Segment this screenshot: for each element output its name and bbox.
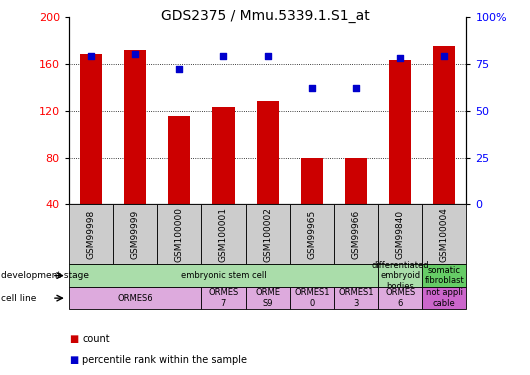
Text: GSM100001: GSM100001 (219, 207, 228, 262)
Bar (257, 101, 279, 204)
Bar (80, 54, 102, 204)
Bar (124, 50, 146, 204)
Text: ■: ■ (69, 355, 78, 365)
Text: ORMES
7: ORMES 7 (208, 288, 239, 308)
Point (175, 66, 183, 72)
Bar (389, 60, 411, 204)
Bar (334, 287, 378, 309)
Bar (245, 287, 290, 309)
Text: percentile rank within the sample: percentile rank within the sample (82, 355, 247, 365)
Bar (422, 204, 466, 264)
Bar (334, 204, 378, 264)
Bar (113, 204, 157, 264)
Point (131, 51, 139, 57)
Point (352, 85, 360, 91)
Bar (69, 264, 378, 287)
Text: ORMES1
0: ORMES1 0 (294, 288, 330, 308)
Text: GSM99840: GSM99840 (396, 210, 404, 259)
Text: GDS2375 / Mmu.5339.1.S1_at: GDS2375 / Mmu.5339.1.S1_at (161, 9, 369, 23)
Text: ORMES1
3: ORMES1 3 (338, 288, 374, 308)
Bar (69, 287, 201, 309)
Bar (69, 204, 113, 264)
Text: ORMES6: ORMES6 (117, 294, 153, 303)
Bar (422, 287, 466, 309)
Point (440, 53, 448, 59)
Bar (422, 264, 466, 287)
Point (396, 55, 404, 61)
Bar (168, 117, 190, 204)
Text: cell line: cell line (1, 294, 36, 303)
Text: GSM99966: GSM99966 (351, 210, 360, 259)
Bar (345, 158, 367, 204)
Text: ORME
S9: ORME S9 (255, 288, 280, 308)
Text: GSM100000: GSM100000 (175, 207, 184, 262)
Text: differentiated
embryoid
bodies: differentiated embryoid bodies (372, 261, 429, 291)
Point (307, 85, 316, 91)
Bar (213, 107, 234, 204)
Text: GSM100002: GSM100002 (263, 207, 272, 262)
Bar (378, 264, 422, 287)
Text: ■: ■ (69, 334, 78, 344)
Text: ORMES
6: ORMES 6 (385, 288, 416, 308)
Point (87, 53, 95, 59)
Bar (201, 287, 245, 309)
Bar (434, 46, 455, 204)
Text: development stage: development stage (1, 271, 89, 280)
Text: GSM99999: GSM99999 (131, 210, 139, 259)
Bar (378, 287, 422, 309)
Bar (301, 158, 323, 204)
Text: GSM99998: GSM99998 (86, 210, 95, 259)
Text: count: count (82, 334, 110, 344)
Text: embryonic stem cell: embryonic stem cell (181, 271, 266, 280)
Bar (157, 204, 201, 264)
Bar (378, 204, 422, 264)
Bar (245, 204, 290, 264)
Text: not appli
cable: not appli cable (426, 288, 463, 308)
Point (263, 53, 272, 59)
Text: somatic
fibroblast: somatic fibroblast (425, 266, 464, 285)
Bar (201, 204, 245, 264)
Bar (290, 287, 334, 309)
Point (219, 53, 228, 59)
Text: GSM99965: GSM99965 (307, 210, 316, 259)
Bar (290, 204, 334, 264)
Text: GSM100004: GSM100004 (440, 207, 449, 262)
